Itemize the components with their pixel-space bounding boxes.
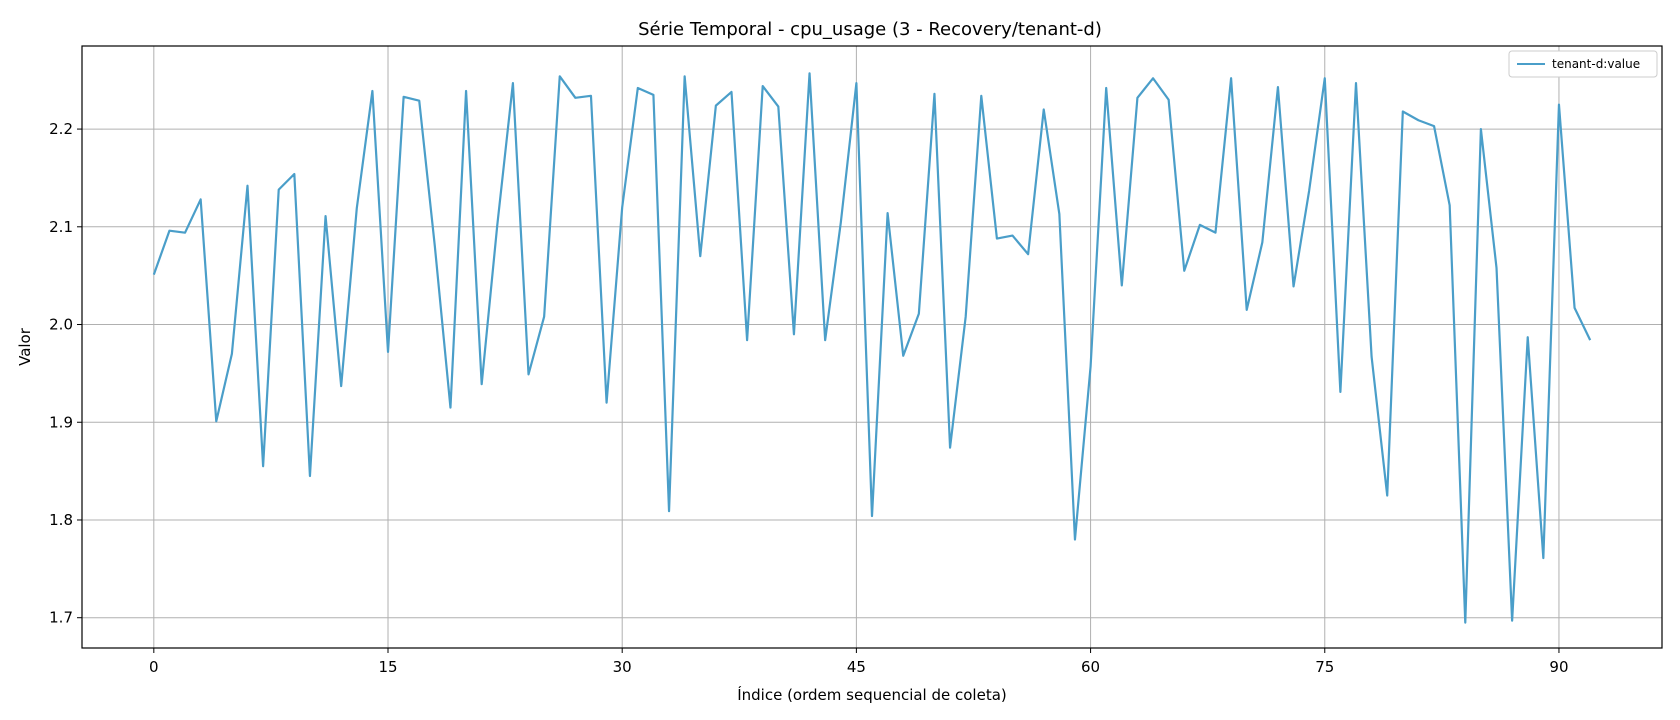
x-tick-label: 60 [1081,658,1100,676]
axis-ticks: 0 15 30 45 60 75 90 1.7 1.8 1.9 2.0 2.1 2.2 [49,120,1568,676]
y-tick-label: 1.8 [49,511,73,529]
legend: tenant-d:value [1508,50,1658,78]
x-tick-label: 0 [149,658,159,676]
series-layer [152,72,1592,624]
plot-frame [81,45,1663,649]
y-tick-label: 1.7 [49,609,73,627]
x-tick-label: 30 [613,658,632,676]
legend-box [1508,50,1658,78]
y-tick-label: 1.9 [49,413,73,431]
y-tick-label: 2.0 [49,316,73,334]
legend-label: tenant-d:value [1552,57,1640,71]
x-axis-label: Índice (ordem sequencial de coleta) [737,685,1007,704]
y-tick-label: 2.1 [49,218,73,236]
x-tick-label: 45 [847,658,866,676]
chart-title: Série Temporal - cpu_usage (3 - Recovery… [638,19,1102,40]
y-axis-label: Valor [16,327,34,366]
x-tick-label: 15 [378,658,397,676]
x-tick-label: 75 [1315,658,1334,676]
x-tick-label: 90 [1549,658,1568,676]
y-tick-label: 2.2 [49,120,73,138]
